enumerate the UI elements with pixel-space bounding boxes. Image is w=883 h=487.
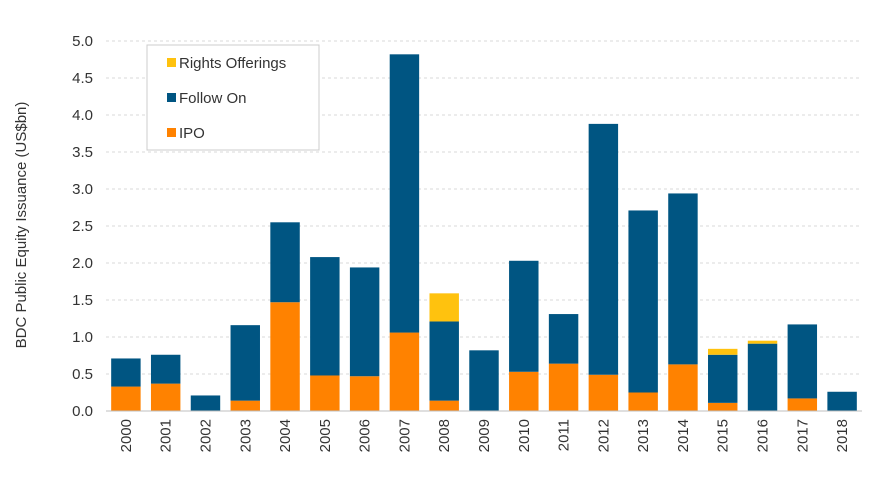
y-tick-label: 2.5 [72, 218, 93, 235]
bar-follow-on-2000 [111, 358, 141, 387]
legend-swatch [167, 128, 176, 137]
x-tick-label: 2005 [317, 419, 334, 452]
y-tick-label: 4.5 [72, 70, 93, 87]
bar-ipo-2017 [787, 398, 818, 411]
bar-ipo-2013 [628, 392, 658, 411]
legend-label: IPO [179, 125, 205, 142]
legend-swatch [167, 58, 176, 67]
y-tick-label: 3.5 [72, 144, 93, 161]
bar-ipo-2005 [310, 375, 340, 411]
x-tick-label: 2015 [715, 419, 732, 452]
legend-label: Rights Offerings [179, 55, 286, 72]
y-tick-labels: 0.0 0.5 1.0 1.5 2.0 2.5 3.0 3.5 4.0 4.5 5.0 [72, 33, 93, 420]
x-tick-label: 2003 [237, 419, 254, 452]
x-tick-label: 2013 [635, 419, 652, 452]
x-tick-label: 2004 [277, 419, 294, 452]
bar-ipo-2006 [349, 376, 380, 411]
bar-ipo-2000 [111, 386, 141, 411]
y-tick-label: 2.0 [72, 255, 93, 272]
x-tick-label: 2009 [476, 419, 493, 452]
bar-ipo-2011 [548, 363, 579, 411]
bar-follow-on-2001 [150, 354, 181, 384]
x-tick-label: 2000 [118, 419, 135, 452]
legend-label: Follow On [179, 90, 247, 107]
y-tick-label: 5.0 [72, 33, 93, 50]
x-tick-label: 2017 [794, 419, 811, 452]
y-tick-label: 3.0 [72, 181, 93, 198]
y-tick-label: 0.0 [72, 403, 93, 420]
bar-rights-offerings-2015 [708, 348, 738, 355]
y-axis-label: BDC Public Equity Issuance (US$bn) [13, 102, 30, 349]
bars [111, 54, 857, 411]
bar-rights-offerings-2016 [747, 340, 778, 344]
legend-swatch [167, 93, 176, 102]
x-tick-label: 2010 [516, 419, 533, 452]
x-tick-label: 2011 [556, 419, 573, 451]
bar-ipo-2012 [588, 374, 619, 411]
bar-ipo-2015 [708, 402, 738, 411]
bar-ipo-2001 [150, 383, 181, 411]
x-tick-labels: 2000 2001 2002 2003 2004 2005 2006 2007 2008 2009… [118, 419, 851, 452]
y-tick-label: 1.5 [72, 292, 93, 309]
bar-ipo-2003 [230, 400, 260, 411]
bar-follow-on-2012 [588, 123, 619, 375]
bar-ipo-2010 [509, 371, 539, 411]
bar-follow-on-2008 [429, 321, 459, 401]
x-tick-label: 2016 [755, 419, 772, 452]
bar-follow-on-2004 [270, 222, 300, 303]
x-tick-label: 2006 [357, 419, 374, 452]
bar-follow-on-2006 [349, 267, 380, 377]
bar-follow-on-2007 [389, 54, 420, 333]
x-tick-label: 2014 [675, 419, 692, 452]
x-tick-label: 2007 [396, 419, 413, 452]
bar-follow-on-2013 [628, 210, 658, 393]
bar-follow-on-2010 [509, 260, 539, 372]
y-tick-label: 4.0 [72, 107, 93, 124]
bar-follow-on-2009 [469, 350, 499, 411]
bar-follow-on-2018 [827, 391, 857, 411]
bar-follow-on-2014 [668, 193, 698, 365]
x-tick-label: 2018 [834, 419, 851, 452]
legend: Rights Offerings Follow On IPO [146, 44, 320, 151]
x-tick-label: 2012 [595, 419, 612, 452]
bar-ipo-2004 [270, 302, 300, 411]
bar-ipo-2007 [389, 332, 420, 411]
bar-follow-on-2011 [548, 314, 579, 364]
bar-rights-offerings-2008 [429, 293, 459, 322]
bar-ipo-2008 [429, 400, 459, 411]
y-tick-label: 0.5 [72, 366, 93, 383]
y-tick-label: 1.0 [72, 329, 93, 346]
x-tick-label: 2002 [197, 419, 214, 452]
x-tick-label: 2008 [436, 419, 453, 452]
bar-ipo-2014 [668, 364, 698, 411]
bar-follow-on-2017 [787, 324, 818, 399]
x-tick-label: 2001 [158, 419, 175, 452]
bar-follow-on-2016 [747, 343, 778, 411]
bar-follow-on-2003 [230, 325, 260, 401]
bar-follow-on-2002 [190, 395, 221, 411]
bar-follow-on-2015 [708, 354, 738, 403]
bar-follow-on-2005 [310, 257, 340, 376]
